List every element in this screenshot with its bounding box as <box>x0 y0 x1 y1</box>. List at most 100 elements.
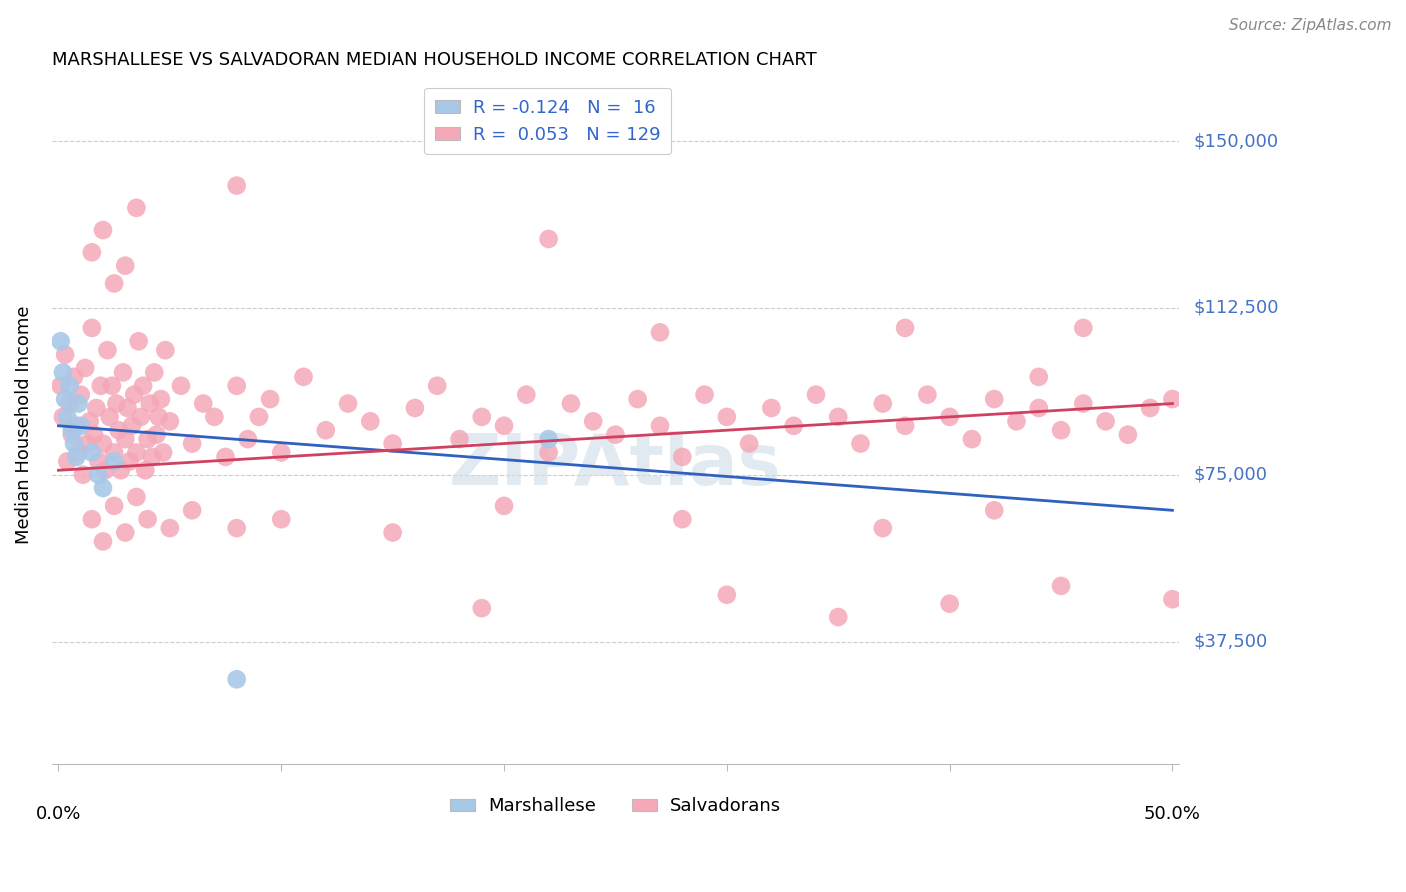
Point <box>60 423 83 437</box>
Text: Source: ZipAtlas.com: Source: ZipAtlas.com <box>1229 18 1392 33</box>
Point <box>155 343 177 358</box>
Point <box>56 454 79 468</box>
Point <box>49 378 72 392</box>
Point <box>225 673 247 687</box>
Point <box>58 378 80 392</box>
Point <box>1161 592 1184 607</box>
Point <box>582 414 605 428</box>
Point <box>129 409 152 424</box>
Point <box>471 601 494 615</box>
Point <box>738 436 761 450</box>
Point <box>121 418 143 433</box>
Point <box>983 392 1005 406</box>
Point <box>125 445 148 459</box>
Point <box>648 418 671 433</box>
Point <box>894 321 917 335</box>
Point <box>63 369 86 384</box>
Point <box>80 245 103 260</box>
Point <box>471 409 494 424</box>
Point <box>259 392 281 406</box>
Point <box>1050 579 1073 593</box>
Point <box>75 361 97 376</box>
Point <box>80 512 103 526</box>
Point <box>125 201 148 215</box>
Point <box>103 454 125 468</box>
Point <box>492 499 515 513</box>
Point <box>938 597 960 611</box>
Point <box>159 414 181 428</box>
Point <box>693 387 716 401</box>
Point <box>938 409 960 424</box>
Point <box>65 450 87 464</box>
Point <box>132 378 155 392</box>
Point <box>65 418 87 433</box>
Point <box>648 326 671 340</box>
Point <box>560 396 582 410</box>
Point <box>105 396 128 410</box>
Point <box>225 521 247 535</box>
Point <box>804 387 827 401</box>
Point <box>101 378 124 392</box>
Point <box>145 427 167 442</box>
Point <box>449 432 471 446</box>
Point <box>214 450 236 464</box>
Point <box>782 418 804 433</box>
Text: 0.0%: 0.0% <box>35 805 82 822</box>
Point <box>605 427 627 442</box>
Point <box>827 610 849 624</box>
Text: $37,500: $37,500 <box>1194 632 1267 650</box>
Point <box>627 392 650 406</box>
Point <box>1028 401 1050 415</box>
Point <box>872 396 894 410</box>
Point <box>152 445 174 459</box>
Point <box>134 463 156 477</box>
Point <box>79 414 101 428</box>
Point <box>110 463 132 477</box>
Point <box>315 423 337 437</box>
Text: 50.0%: 50.0% <box>1144 805 1201 822</box>
Point <box>91 534 114 549</box>
Point <box>117 401 139 415</box>
Point <box>716 588 738 602</box>
Point <box>671 450 693 464</box>
Point <box>114 525 136 540</box>
Point <box>53 392 76 406</box>
Point <box>537 432 560 446</box>
Point <box>67 445 90 459</box>
Point <box>94 463 117 477</box>
Point <box>103 445 125 459</box>
Point <box>52 365 75 379</box>
Point <box>136 512 159 526</box>
Point <box>63 436 86 450</box>
Point <box>983 503 1005 517</box>
Text: MARSHALLESE VS SALVADORAN MEDIAN HOUSEHOLD INCOME CORRELATION CHART: MARSHALLESE VS SALVADORAN MEDIAN HOUSEHO… <box>52 51 817 69</box>
Point <box>671 512 693 526</box>
Point <box>270 512 292 526</box>
Point <box>236 432 259 446</box>
Point <box>716 409 738 424</box>
Point <box>96 343 118 358</box>
Point <box>1139 401 1161 415</box>
Point <box>118 454 141 468</box>
Point <box>143 365 166 379</box>
Text: $75,000: $75,000 <box>1194 466 1267 483</box>
Text: ZIPAtlas: ZIPAtlas <box>449 431 782 500</box>
Point <box>103 277 125 291</box>
Point <box>148 409 170 424</box>
Point <box>225 378 247 392</box>
Point <box>225 178 247 193</box>
Point <box>56 409 79 424</box>
Point <box>80 321 103 335</box>
Point <box>125 490 148 504</box>
Point <box>1094 414 1116 428</box>
Point <box>69 387 91 401</box>
Point <box>1116 427 1139 442</box>
Point <box>67 396 90 410</box>
Point <box>426 378 449 392</box>
Point <box>122 387 145 401</box>
Point <box>181 436 204 450</box>
Point <box>381 436 404 450</box>
Point <box>58 396 80 410</box>
Point <box>1161 392 1184 406</box>
Point <box>84 401 107 415</box>
